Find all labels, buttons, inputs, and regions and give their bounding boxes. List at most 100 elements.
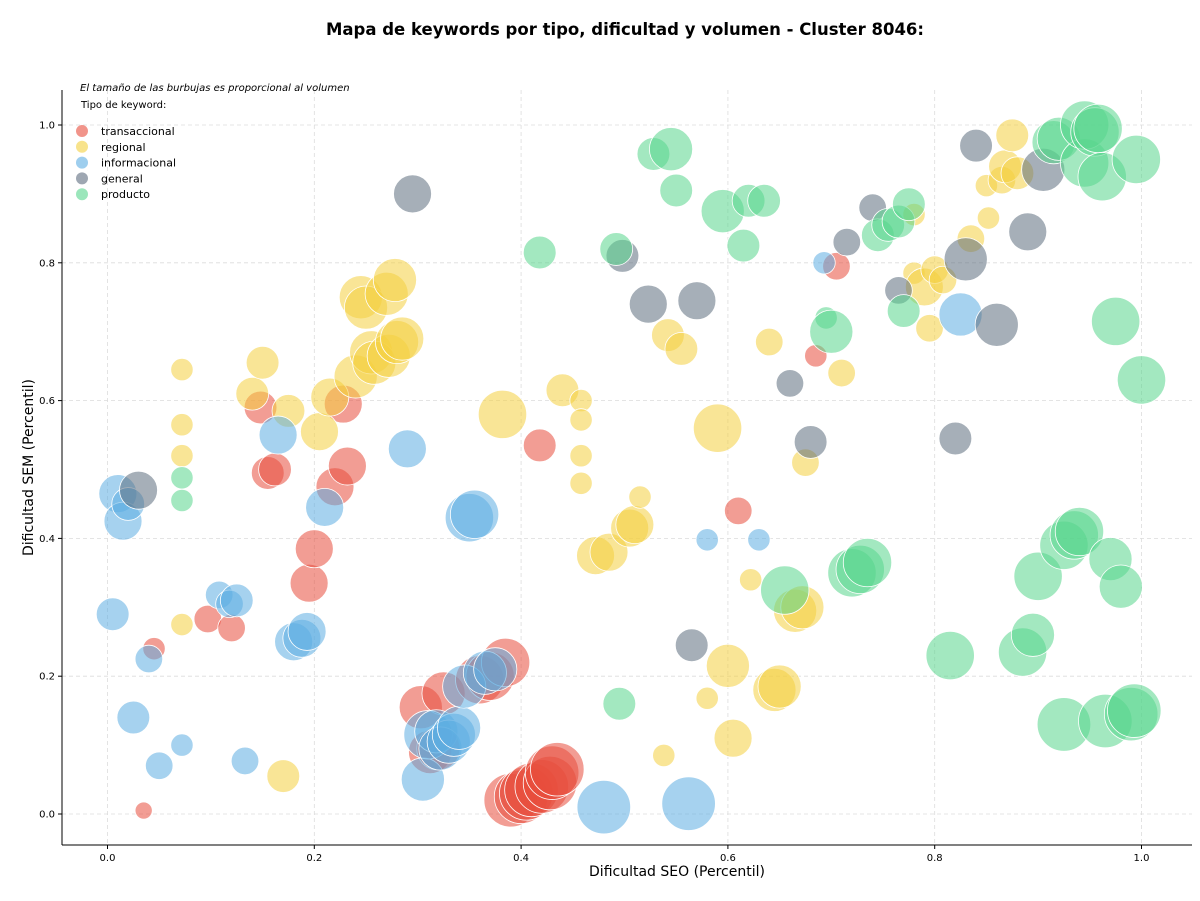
- data-point: [747, 183, 781, 218]
- data-point: [599, 232, 634, 266]
- series-regional: [170, 118, 1035, 793]
- data-point: [569, 471, 593, 495]
- y-tick-label: 1.0: [39, 121, 55, 132]
- legend-marker: [76, 125, 88, 137]
- data-point: [925, 630, 975, 681]
- data-point: [652, 743, 676, 768]
- data-point: [294, 529, 334, 569]
- data-point: [886, 294, 921, 328]
- x-tick-label: 0.8: [927, 853, 943, 864]
- data-point: [437, 705, 482, 750]
- y-tick-label: 0.4: [39, 534, 55, 545]
- y-axis-label: Dificultad SEM (Percentil): [21, 379, 37, 556]
- data-point: [739, 568, 763, 592]
- data-point: [995, 118, 1030, 153]
- chart-title: Mapa de keywords por tipo, dificultad y …: [325, 20, 925, 39]
- data-point: [1111, 134, 1161, 185]
- data-point: [95, 597, 130, 631]
- data-point: [959, 128, 993, 163]
- data-point: [230, 746, 260, 776]
- data-point: [755, 327, 784, 357]
- data-point: [258, 452, 292, 487]
- data-point: [266, 759, 301, 793]
- data-point: [692, 403, 743, 453]
- data-point: [473, 647, 518, 692]
- data-point: [775, 369, 805, 398]
- data-point: [659, 173, 693, 208]
- data-point: [812, 251, 836, 275]
- grid-lines: [62, 90, 1192, 845]
- data-point: [258, 415, 298, 455]
- data-point: [1107, 683, 1162, 738]
- y-tick-label: 0.8: [39, 258, 55, 269]
- legend-marker: [76, 140, 88, 153]
- data-point: [1073, 103, 1123, 154]
- data-point: [724, 496, 753, 526]
- legend-label: general: [101, 172, 143, 185]
- data-point: [677, 281, 717, 321]
- data-point: [170, 413, 194, 437]
- data-point: [522, 428, 557, 463]
- data-point: [809, 309, 854, 354]
- data-point: [300, 412, 339, 452]
- data-point: [380, 316, 425, 361]
- data-point: [1091, 296, 1141, 346]
- y-tick-label: 0.0: [39, 810, 55, 821]
- data-point: [569, 444, 593, 468]
- data-point: [664, 332, 699, 366]
- data-point: [713, 718, 753, 758]
- data-point: [119, 470, 158, 510]
- data-point: [649, 127, 694, 172]
- bubble-size-note: El tamaño de las burbujas es proporciona…: [80, 83, 350, 94]
- data-point: [170, 612, 194, 637]
- data-point: [576, 779, 632, 835]
- data-point: [522, 235, 557, 270]
- data-point: [287, 612, 327, 651]
- data-point: [705, 643, 750, 688]
- data-point: [170, 444, 194, 468]
- data-point: [235, 376, 270, 411]
- data-point: [747, 528, 771, 552]
- data-point: [628, 284, 668, 324]
- data-point: [602, 686, 637, 721]
- data-point: [449, 489, 500, 539]
- data-point: [674, 628, 709, 662]
- legend-marker: [76, 188, 88, 201]
- data-point: [760, 565, 810, 615]
- axes: [58, 90, 1192, 849]
- legend-label: informacional: [101, 157, 176, 170]
- data-point: [289, 563, 329, 603]
- data-point: [569, 408, 593, 432]
- x-axis-label: Dificultad SEO (Percentil): [589, 864, 765, 880]
- data-point: [757, 664, 802, 709]
- data-point: [393, 174, 432, 214]
- data-point: [477, 389, 528, 439]
- data-point: [116, 700, 151, 735]
- data-point: [1098, 564, 1143, 609]
- x-tick-label: 1.0: [1134, 853, 1150, 864]
- data-point: [327, 446, 367, 486]
- tick-labels: 0.0 0.0 0.2 0.2 0.4 0.4 0.6 0.6 0.8 0.8 1.0 1.0: [39, 121, 1149, 865]
- data-point: [1010, 612, 1055, 657]
- x-tick-label: 0.4: [513, 853, 529, 864]
- data-point: [661, 776, 716, 831]
- data-point: [1116, 355, 1167, 405]
- data-point: [387, 429, 427, 469]
- x-tick-label: 0.2: [306, 853, 322, 864]
- x-tick-label: 0.0: [100, 853, 116, 864]
- data-point: [726, 228, 761, 263]
- data-point: [219, 583, 254, 618]
- legend: transaccional regional informacional genera…: [76, 125, 176, 201]
- data-point: [938, 421, 973, 456]
- data-point: [832, 227, 862, 257]
- data-point: [170, 357, 194, 382]
- data-point: [217, 613, 246, 643]
- legend-marker: [76, 156, 88, 169]
- data-point: [943, 237, 988, 282]
- legend-marker: [76, 172, 88, 185]
- data-point: [793, 425, 828, 459]
- data-point: [974, 302, 1019, 347]
- y-tick-label: 0.6: [39, 396, 55, 407]
- data-point: [144, 751, 174, 780]
- data-point: [134, 801, 153, 820]
